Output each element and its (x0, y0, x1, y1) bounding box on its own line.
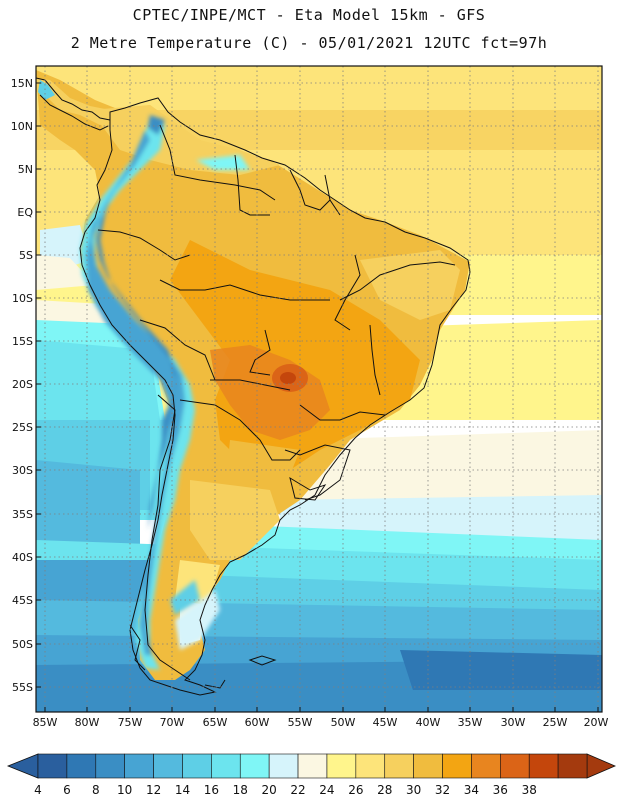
colorbar-tick-label: 30 (406, 783, 421, 797)
lat-label: 50S (12, 638, 33, 651)
lat-label: 40S (12, 551, 33, 564)
colorbar-swatch (153, 753, 183, 779)
lon-label: 20W (584, 716, 609, 729)
colorbar-tick-label: 20 (262, 783, 277, 797)
lon-label: 50W (331, 716, 356, 729)
colorbar-tick-label: 34 (464, 783, 479, 797)
lon-label: 55W (288, 716, 313, 729)
lat-label: 15S (12, 335, 33, 348)
colorbar-tick-label: 32 (435, 783, 450, 797)
lon-label: 70W (160, 716, 185, 729)
colorbar-swatch (471, 753, 501, 779)
lat-label: 35S (12, 508, 33, 521)
lat-label: 25S (12, 421, 33, 434)
lon-label: 85W (33, 716, 58, 729)
colorbar-tick-label: 18 (233, 783, 248, 797)
colorbar-tick-label: 26 (348, 783, 363, 797)
colorbar-tick-label: 8 (92, 783, 100, 797)
lon-label: 35W (458, 716, 483, 729)
colorbar-swatch (297, 753, 328, 779)
lon-label: 30W (501, 716, 526, 729)
colorbar-swatch (326, 753, 357, 779)
colorbar-swatch (124, 753, 154, 779)
colorbar-tick-label: 24 (319, 783, 334, 797)
colorbar-swatch (442, 753, 472, 779)
lat-label: 30S (12, 464, 33, 477)
lon-label: 25W (543, 716, 568, 729)
colorbar-tick-label: 38 (522, 783, 537, 797)
map-frame (35, 65, 603, 713)
colorbar-swatch (557, 753, 588, 779)
lat-label: 20S (12, 378, 33, 391)
colorbar-swatch (95, 753, 125, 779)
lat-label: 5S (19, 249, 33, 262)
lat-label: EQ (17, 206, 33, 219)
colorbar-tick-label: 10 (117, 783, 132, 797)
colorbar-tick-label: 28 (377, 783, 392, 797)
colorbar-tick-label: 6 (63, 783, 71, 797)
colorbar-swatch (268, 753, 299, 779)
colorbar-swatch (182, 753, 212, 779)
colorbar-swatch (413, 753, 443, 779)
lat-label: 5N (18, 163, 33, 176)
lat-label: 45S (12, 594, 33, 607)
colorbar-tick-label: 16 (204, 783, 219, 797)
colorbar-max-arrow (586, 753, 617, 779)
colorbar-tick-label: 36 (493, 783, 508, 797)
colorbar: 4 6 8 10 12 14 16 18 20 22 24 26 28 30 32 34 36 38 (6, 753, 617, 797)
lat-labels: 15N 10N 5N EQ 5S 10S 15S 20S 25S 30S 35S… (11, 77, 34, 694)
colorbar-swatch (37, 753, 68, 779)
borders (35, 77, 471, 696)
colorbar-tick-label: 22 (290, 783, 305, 797)
colorbar-tick-label: 12 (146, 783, 161, 797)
colorbar-swatch (355, 753, 386, 779)
colorbar-swatch (66, 753, 97, 779)
lat-label: 10S (12, 292, 33, 305)
axis-ticks (36, 82, 599, 712)
colorbar-swatch (528, 753, 559, 779)
map-title: CPTEC/INPE/MCT - Eta Model 15km - GFS (132, 6, 486, 24)
lat-label: 15N (11, 77, 33, 90)
coastline-central-america (35, 77, 111, 131)
map-subtitle: 2 Metre Temperature (C) - 05/01/2021 12U… (70, 34, 548, 52)
lon-label: 45W (373, 716, 398, 729)
lon-label: 65W (203, 716, 228, 729)
lon-label: 40W (416, 716, 441, 729)
coastline-south-america (79, 97, 471, 696)
lon-label: 75W (118, 716, 143, 729)
colorbar-swatch (500, 753, 530, 779)
lon-label: 80W (75, 716, 100, 729)
lon-labels: 85W 80W 75W 70W 65W 60W 55W 50W 45W 40W … (33, 716, 609, 729)
colorbar-swatch (211, 753, 241, 779)
colorbar-tick-label: 4 (34, 783, 42, 797)
lon-label: 60W (245, 716, 270, 729)
temperature-field (36, 66, 602, 712)
colorbar-swatch (239, 753, 270, 779)
lat-label: 10N (11, 120, 33, 133)
colorbar-min-arrow (6, 753, 39, 779)
colorbar-swatch (384, 753, 414, 779)
colorbar-tick-label: 14 (175, 783, 190, 797)
lat-label: 55S (12, 681, 33, 694)
